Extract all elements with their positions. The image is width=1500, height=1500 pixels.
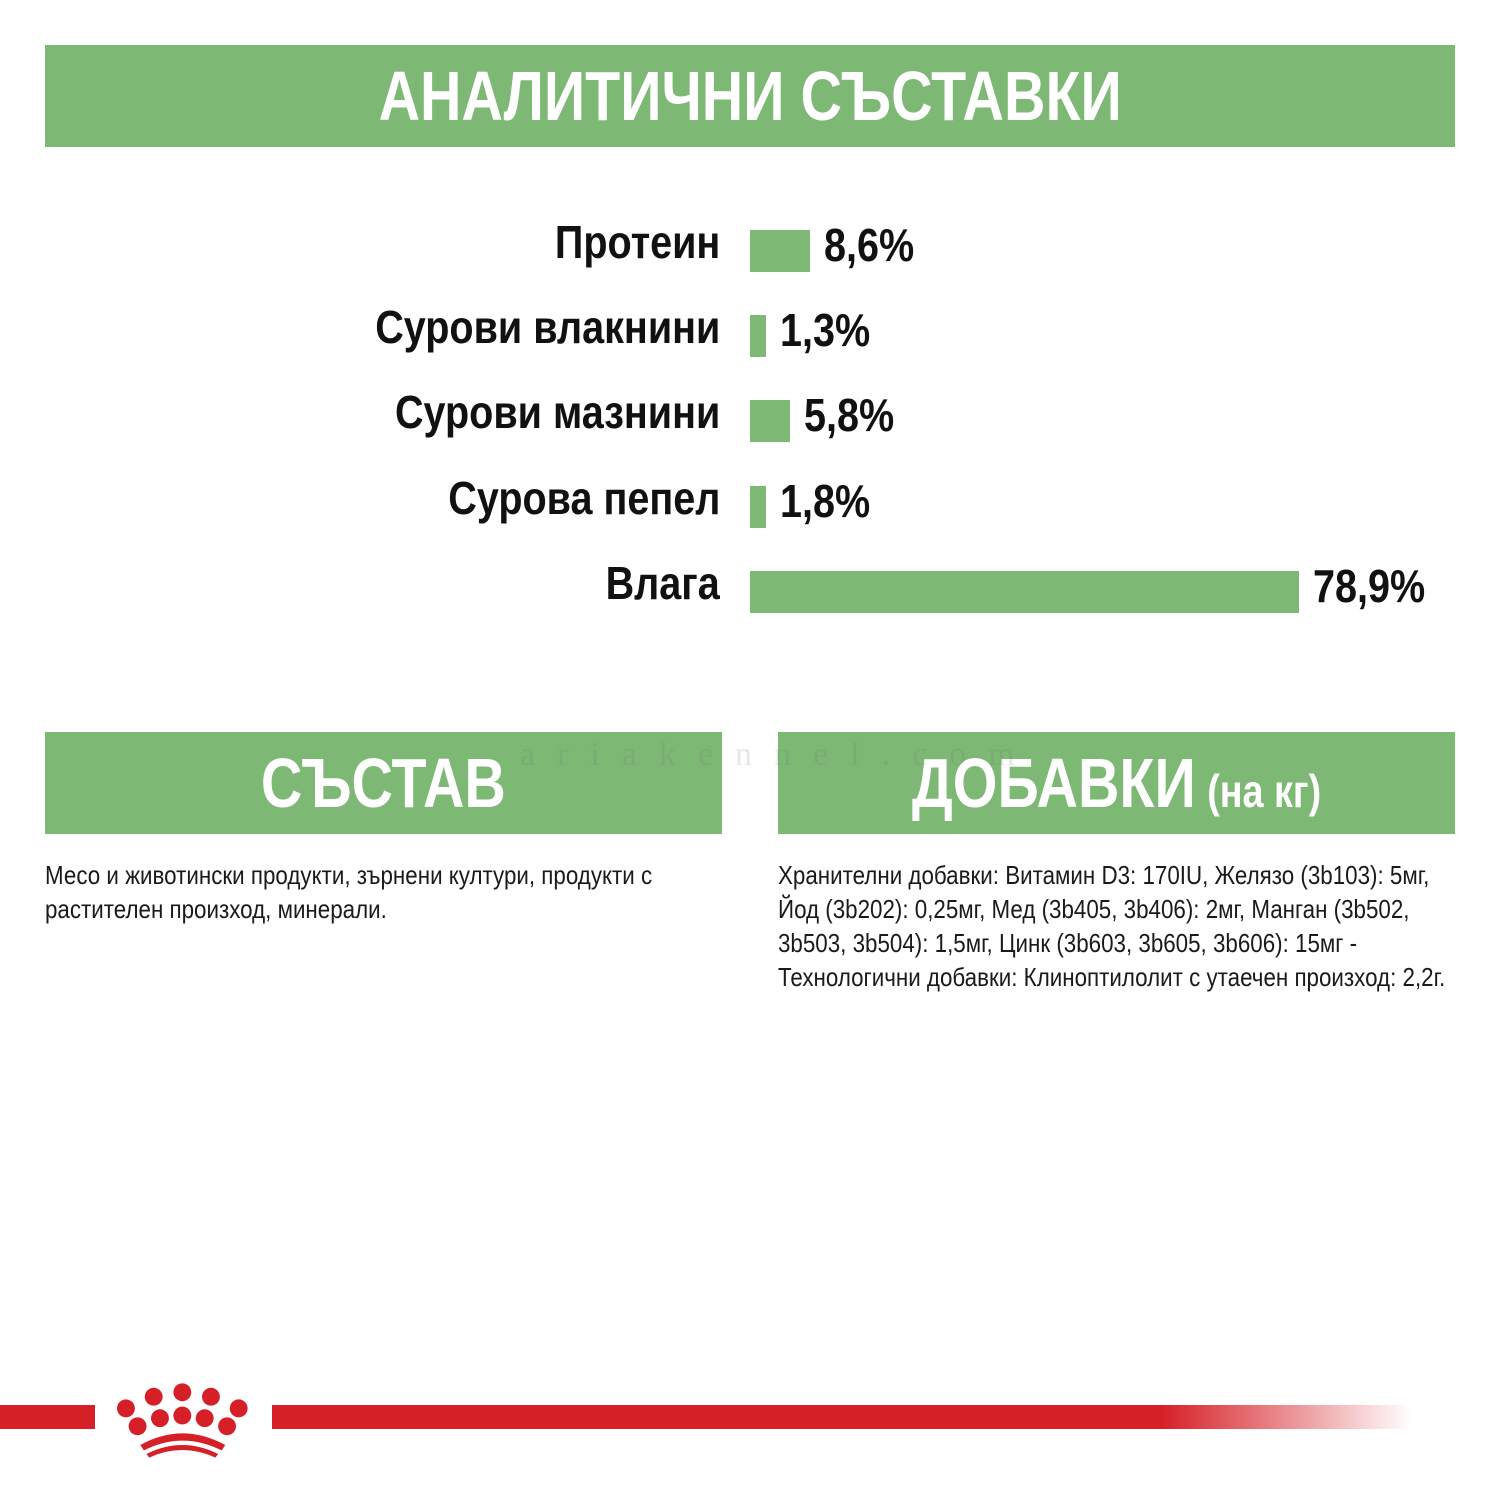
chart-bar — [750, 230, 810, 272]
composition-title: СЪСТАВ — [260, 744, 506, 822]
chart-bar — [750, 571, 1299, 613]
chart-bar — [750, 486, 766, 528]
analytical-bar-chart: Протеин 8,6% Сурови влакнини 1,3% Сурови маз… — [0, 200, 1500, 630]
chart-value-label: 1,8% — [780, 475, 871, 527]
footer-red-line-left — [0, 1405, 95, 1429]
chart-row: Сурова пепел 1,8% — [0, 468, 1500, 528]
chart-row: Протеин 8,6% — [0, 212, 1500, 272]
chart-category-label: Сурови влакнини — [374, 301, 720, 353]
analytical-constituents-banner: АНАЛИТИЧНИ СЪСТАВКИ — [45, 45, 1455, 147]
watermark: ariakennel.com — [520, 736, 1037, 773]
additives-title-suffix: (на кг) — [1207, 765, 1322, 817]
chart-value-label: 5,8% — [804, 389, 895, 441]
chart-value-label: 8,6% — [824, 219, 915, 271]
chart-category-label: Сурова пепел — [447, 472, 720, 524]
chart-value-label: 78,9% — [1313, 560, 1426, 612]
footer-red-line-right — [272, 1405, 1412, 1429]
crown-logo-icon — [117, 1383, 248, 1458]
chart-bar — [750, 315, 766, 357]
chart-row: Сурови влакнини 1,3% — [0, 297, 1500, 357]
chart-value-label: 1,3% — [780, 304, 871, 356]
additives-text: Хранителни добавки: Витамин D3: 170IU, Ж… — [778, 860, 1446, 992]
chart-bar — [750, 400, 790, 442]
additives-title: ДОБАВКИ — [911, 744, 1196, 822]
composition-banner: СЪСТАВ — [45, 732, 722, 834]
page-title: АНАЛИТИЧНИ СЪСТАВКИ — [378, 57, 1122, 135]
chart-row: Влага 78,9% — [0, 553, 1500, 613]
chart-row: Сурови мазнини 5,8% — [0, 382, 1500, 442]
chart-category-label: Сурови мазнини — [394, 386, 720, 438]
additives-title-wrap: ДОБАВКИ (на кг) — [912, 743, 1321, 823]
chart-category-label: Влага — [605, 557, 720, 609]
composition-text: Месо и животински продукти, зърнени култ… — [45, 860, 653, 924]
additives-banner: ДОБАВКИ (на кг) — [778, 732, 1455, 834]
chart-category-label: Протеин — [554, 216, 720, 268]
